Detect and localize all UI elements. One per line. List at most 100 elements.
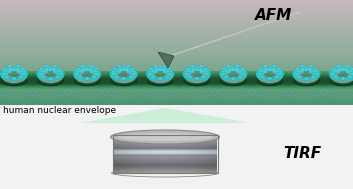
- Ellipse shape: [267, 77, 273, 80]
- Ellipse shape: [204, 72, 209, 76]
- Ellipse shape: [293, 76, 319, 86]
- Ellipse shape: [184, 72, 189, 76]
- Ellipse shape: [37, 67, 64, 83]
- Ellipse shape: [95, 72, 100, 76]
- Ellipse shape: [90, 70, 94, 74]
- Ellipse shape: [330, 72, 335, 76]
- Ellipse shape: [300, 70, 304, 74]
- Ellipse shape: [163, 70, 167, 74]
- Ellipse shape: [85, 77, 90, 80]
- Ellipse shape: [1, 72, 6, 76]
- Ellipse shape: [227, 70, 231, 74]
- Ellipse shape: [5, 75, 10, 79]
- Ellipse shape: [40, 67, 43, 70]
- Ellipse shape: [22, 72, 26, 76]
- Ellipse shape: [277, 72, 282, 76]
- Ellipse shape: [257, 76, 283, 86]
- Ellipse shape: [231, 68, 236, 71]
- Ellipse shape: [334, 75, 339, 79]
- Ellipse shape: [158, 68, 163, 71]
- Ellipse shape: [221, 72, 226, 76]
- Ellipse shape: [263, 64, 267, 67]
- Ellipse shape: [121, 68, 126, 71]
- Ellipse shape: [231, 77, 236, 80]
- Ellipse shape: [330, 67, 353, 83]
- Ellipse shape: [311, 75, 316, 79]
- Ellipse shape: [220, 76, 246, 86]
- Ellipse shape: [81, 71, 93, 77]
- Ellipse shape: [260, 69, 265, 73]
- Ellipse shape: [154, 71, 166, 77]
- Bar: [113, 135, 218, 173]
- Ellipse shape: [37, 76, 64, 86]
- Ellipse shape: [297, 69, 302, 73]
- Ellipse shape: [346, 70, 349, 74]
- Ellipse shape: [348, 69, 353, 73]
- Ellipse shape: [41, 69, 46, 73]
- Ellipse shape: [275, 75, 280, 79]
- Ellipse shape: [74, 67, 100, 83]
- Ellipse shape: [336, 70, 341, 74]
- Ellipse shape: [58, 67, 61, 70]
- Ellipse shape: [334, 69, 339, 73]
- Ellipse shape: [341, 68, 346, 71]
- Ellipse shape: [238, 75, 243, 79]
- Ellipse shape: [300, 64, 304, 67]
- Ellipse shape: [201, 69, 207, 73]
- Ellipse shape: [346, 64, 349, 67]
- Ellipse shape: [5, 69, 10, 73]
- Ellipse shape: [163, 64, 167, 67]
- Ellipse shape: [1, 76, 27, 86]
- Ellipse shape: [201, 75, 207, 79]
- Polygon shape: [80, 108, 250, 123]
- Ellipse shape: [94, 67, 98, 70]
- Ellipse shape: [311, 69, 316, 73]
- Ellipse shape: [48, 77, 53, 80]
- Ellipse shape: [184, 67, 210, 83]
- Ellipse shape: [44, 71, 56, 77]
- Ellipse shape: [121, 77, 126, 80]
- Ellipse shape: [78, 69, 83, 73]
- Ellipse shape: [44, 64, 48, 67]
- Ellipse shape: [184, 76, 210, 86]
- Ellipse shape: [78, 75, 83, 79]
- Ellipse shape: [313, 67, 317, 70]
- Ellipse shape: [204, 67, 208, 70]
- Ellipse shape: [131, 72, 136, 76]
- Ellipse shape: [330, 76, 353, 86]
- Text: TIRF: TIRF: [283, 146, 321, 161]
- Ellipse shape: [273, 64, 276, 67]
- Ellipse shape: [337, 71, 349, 77]
- Ellipse shape: [227, 64, 231, 67]
- Ellipse shape: [148, 72, 153, 76]
- Ellipse shape: [58, 72, 63, 76]
- Ellipse shape: [222, 67, 226, 70]
- Ellipse shape: [191, 71, 203, 77]
- Ellipse shape: [348, 75, 353, 79]
- Ellipse shape: [260, 75, 265, 79]
- Ellipse shape: [158, 77, 163, 80]
- Ellipse shape: [236, 70, 240, 74]
- Ellipse shape: [111, 67, 137, 83]
- Ellipse shape: [17, 64, 20, 67]
- Ellipse shape: [165, 69, 170, 73]
- Ellipse shape: [76, 67, 80, 70]
- Ellipse shape: [151, 69, 156, 73]
- Ellipse shape: [7, 70, 12, 74]
- Ellipse shape: [80, 64, 85, 67]
- Ellipse shape: [19, 75, 24, 79]
- Ellipse shape: [351, 72, 353, 76]
- Ellipse shape: [220, 67, 246, 83]
- Ellipse shape: [187, 69, 192, 73]
- Ellipse shape: [336, 64, 341, 67]
- Ellipse shape: [147, 76, 173, 86]
- Ellipse shape: [44, 70, 48, 74]
- Ellipse shape: [17, 70, 20, 74]
- Ellipse shape: [48, 68, 53, 71]
- Ellipse shape: [55, 69, 60, 73]
- Ellipse shape: [74, 72, 80, 76]
- Ellipse shape: [304, 77, 309, 80]
- Ellipse shape: [149, 67, 153, 70]
- Ellipse shape: [194, 77, 199, 80]
- Text: AFM: AFM: [255, 8, 292, 23]
